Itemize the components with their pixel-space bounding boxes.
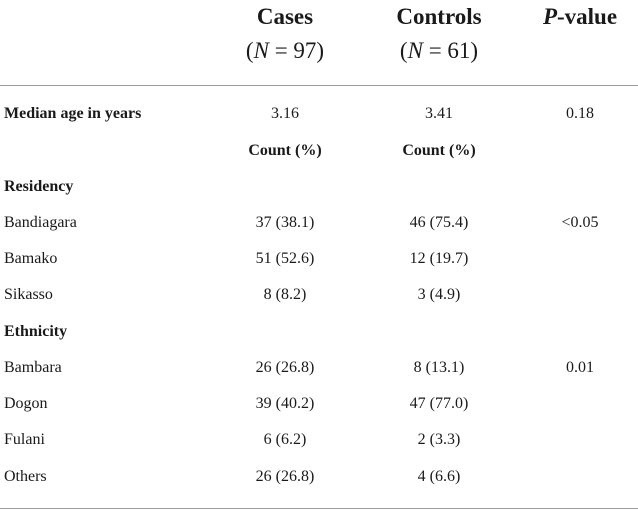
cell-cases: 51 (52.6) (255, 250, 315, 267)
cell-controls: 3 (4.9) (417, 286, 461, 303)
section-title-residency: Residency (0, 169, 638, 205)
table-row: Bandiagara 37 (38.1) 46 (75.4) <0.05 (0, 205, 638, 241)
row-label: Bamako (4, 250, 58, 267)
table-row: Dogon 39 (40.2) 47 (77.0) (0, 386, 638, 422)
cell-cases: 37 (38.1) (255, 214, 315, 231)
table-row: Bamako 51 (52.6) 12 (19.7) (0, 241, 638, 277)
cell-cases: 8 (8.2) (263, 286, 307, 303)
table-row: Fulani 6 (6.2) 2 (3.3) (0, 422, 638, 458)
count-label-controls: Count (%) (402, 142, 476, 159)
count-label-cases: Count (%) (248, 142, 322, 159)
row-label: Median age in years (4, 105, 142, 122)
header-cases-title: Cases (256, 4, 314, 29)
section-title-ethnicity: Ethnicity (0, 314, 638, 350)
header-controls-n: (N = 61) (399, 38, 479, 63)
cell-pvalue: <0.05 (561, 214, 599, 231)
row-label: Fulani (4, 431, 45, 448)
cell-controls: 46 (75.4) (409, 214, 469, 231)
cell-controls: 12 (19.7) (409, 250, 469, 267)
header-cases: Cases (N = 97) (200, 0, 370, 68)
section-title: Ethnicity (4, 323, 68, 340)
table-row: Others 26 (26.8) 4 (6.6) (0, 459, 638, 495)
header-controls: Controls (N = 61) (354, 0, 524, 68)
cell-cases: 26 (26.8) (255, 468, 315, 485)
header-pvalue-rest: -value (557, 4, 618, 29)
header-cases-n: (N = 97) (245, 38, 325, 63)
cell-controls: 47 (77.0) (409, 395, 469, 412)
row-label: Dogon (4, 395, 48, 412)
cell-controls: 8 (13.1) (413, 359, 465, 376)
cell-cases: 39 (40.2) (255, 395, 315, 412)
row-label: Sikasso (4, 286, 53, 303)
cell-controls: 2 (3.3) (417, 431, 461, 448)
table-row: Sikasso 8 (8.2) 3 (4.9) (0, 277, 638, 313)
table-row: Bambara 26 (26.8) 8 (13.1) 0.01 (0, 350, 638, 386)
header-controls-title: Controls (396, 4, 482, 29)
section-title: Residency (4, 178, 74, 195)
table-row-median-age: Median age in years 3.16 3.41 0.18 (0, 96, 638, 132)
header-rule (0, 85, 638, 86)
bottom-rule (0, 508, 638, 509)
table-row-count-header: Count (%) Count (%) (0, 133, 638, 169)
cell-cases: 26 (26.8) (255, 359, 315, 376)
cell-pvalue: 0.18 (566, 105, 594, 122)
row-label: Others (4, 468, 47, 485)
cell-controls: 3.41 (425, 105, 453, 122)
cell-pvalue: 0.01 (566, 359, 594, 376)
row-label: Bambara (4, 359, 62, 376)
cell-cases: 6 (6.2) (263, 431, 307, 448)
cell-controls: 4 (6.6) (417, 468, 461, 485)
header-pvalue: P-value (520, 0, 638, 34)
cell-cases: 3.16 (271, 105, 299, 122)
row-label: Bandiagara (4, 214, 77, 231)
header-pvalue-p: P (542, 4, 557, 29)
